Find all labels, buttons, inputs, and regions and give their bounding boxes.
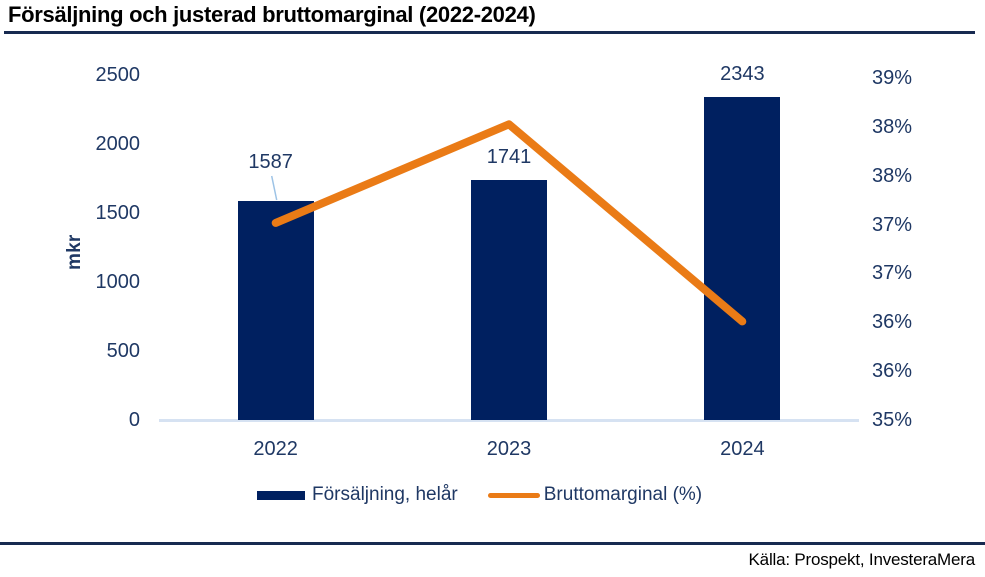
right-axis-tick: 37%	[872, 213, 913, 236]
right-axis-tick: 37%	[872, 262, 913, 285]
bar-2022	[237, 200, 314, 420]
legend-label-sales: Försäljning, helår	[312, 484, 458, 505]
source-text: Källa: Prospekt, InvesteraMera	[748, 550, 976, 569]
legend-item-sales: Försäljning, helår	[257, 484, 458, 506]
right-axis-tick: 38%	[872, 164, 913, 187]
left-axis-tick: 500	[106, 340, 140, 362]
title-divider	[4, 31, 975, 34]
x-axis-label: 2022	[253, 438, 298, 460]
left-axis-tick: 2000	[95, 133, 141, 155]
bar-2023	[471, 179, 547, 420]
legend-label-margin: Bruttomarginal (%)	[543, 484, 703, 505]
legend: Försäljning, helår Bruttomarginal (%)	[257, 483, 702, 507]
legend-item-margin: Bruttomarginal (%)	[487, 484, 703, 506]
bar-series-swatch	[257, 490, 305, 500]
footer-divider	[0, 542, 985, 545]
left-axis-tick: 0	[128, 409, 140, 431]
chart-title: Försäljning och justerad bruttomarginal …	[8, 2, 536, 27]
bar-value-label: 2343	[720, 62, 765, 85]
right-axis-tick: 39%	[872, 67, 913, 89]
left-axis-tick: 1000	[95, 271, 141, 293]
right-axis-tick: 35%	[872, 409, 913, 431]
x-axis-label: 2023	[486, 438, 532, 460]
left-axis-title: mkr	[64, 234, 85, 270]
x-axis-label: 2024	[720, 438, 765, 460]
bar-value-label: 1587	[248, 150, 293, 173]
bar-value-label: 1741	[486, 145, 532, 168]
right-axis-tick: 36%	[872, 360, 913, 383]
line-series-swatch	[487, 492, 540, 498]
left-axis-tick: 2500	[95, 64, 141, 86]
data-label-leader-line	[270, 175, 278, 201]
left-axis-tick: 1500	[95, 202, 141, 224]
right-axis-tick: 38%	[872, 115, 913, 138]
x-axis-line	[159, 419, 859, 422]
right-axis-tick: 36%	[872, 311, 913, 334]
bar-2024	[704, 96, 781, 420]
